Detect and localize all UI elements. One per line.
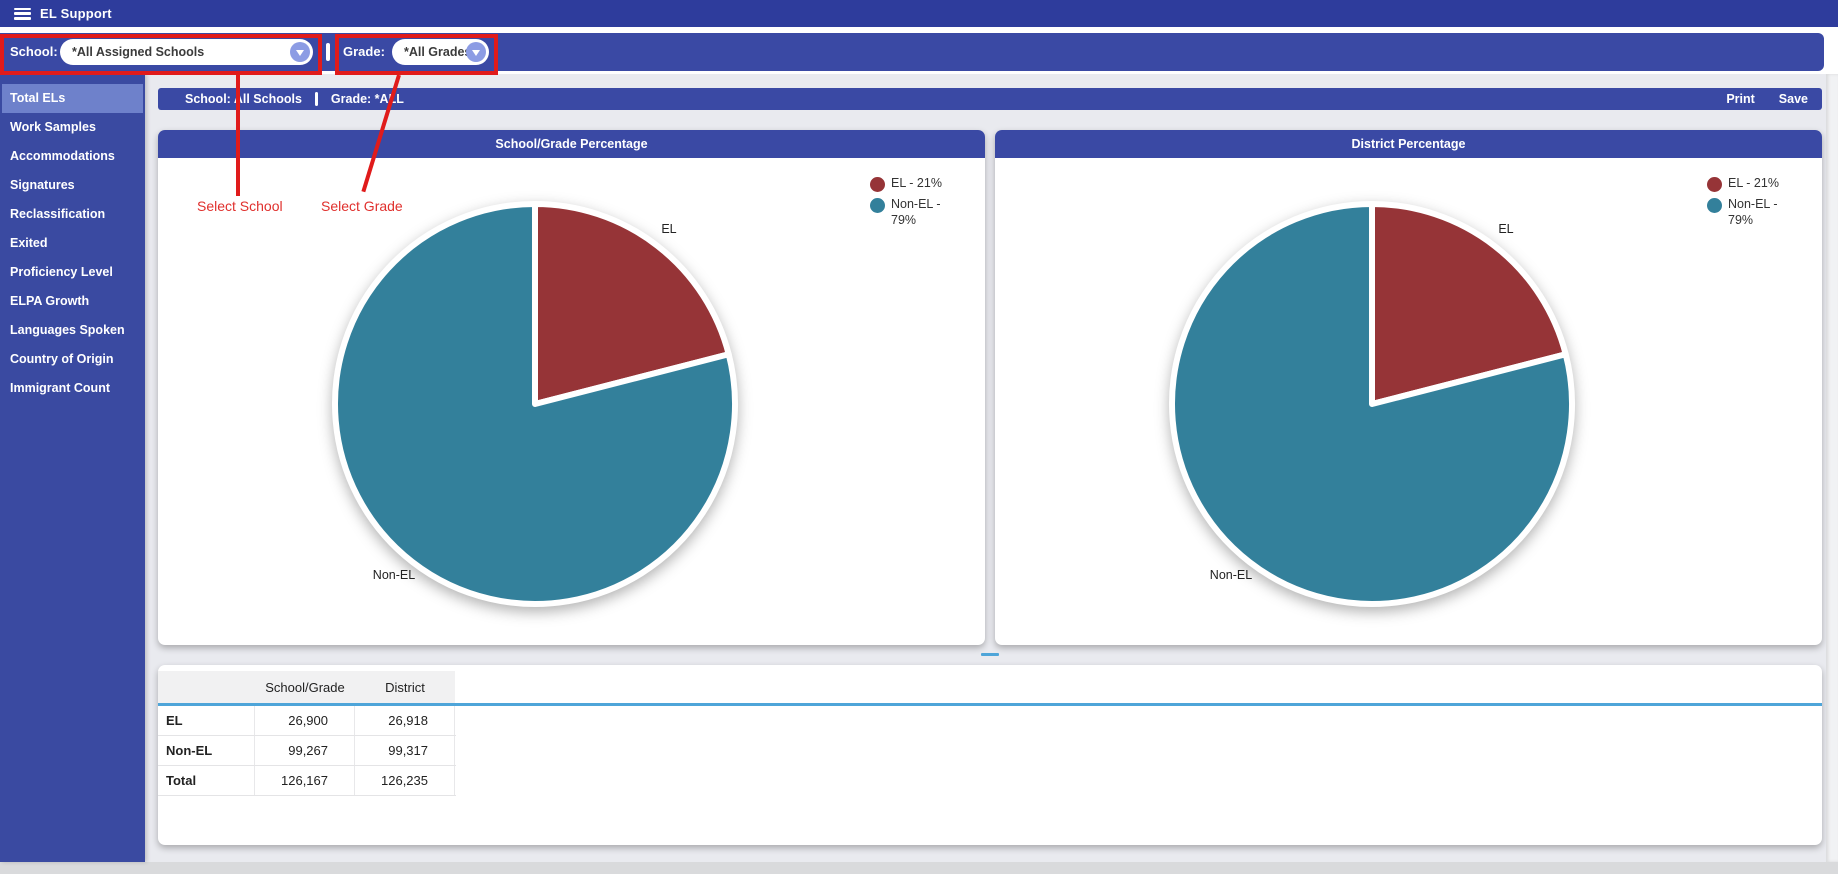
summary-table: School/Grade District EL 26,900 26,918 Non-E… xyxy=(158,671,1822,796)
chart-title: District Percentage xyxy=(995,130,1822,158)
school-dropdown[interactable]: *All Assigned Schools xyxy=(60,39,313,65)
row-value: 26,918 xyxy=(355,706,455,735)
sidebar-item-country-of-origin[interactable]: Country of Origin xyxy=(10,352,114,366)
pie-slice-el[interactable] xyxy=(532,201,732,407)
legend-item: EL - 21% xyxy=(870,176,974,192)
legend-swatch-el xyxy=(1707,177,1722,192)
table-header-cell: District xyxy=(355,671,455,703)
grade-filter-highlight-box xyxy=(335,34,498,75)
sidebar-item-languages-spoken[interactable]: Languages Spoken xyxy=(10,323,125,337)
pie-slice-el[interactable] xyxy=(1369,201,1569,407)
filter-bar: School: *All Assigned Schools Grade: *Al… xyxy=(0,33,1824,71)
header-divider xyxy=(314,92,318,106)
top-app-bar: EL Support xyxy=(0,0,1838,27)
sidebar-item-exited[interactable]: Exited xyxy=(10,236,48,250)
pie-slice-label-el: EL xyxy=(1498,222,1514,236)
bottom-scrollbar-track[interactable] xyxy=(0,862,1838,874)
pie-slice-non-el[interactable] xyxy=(1169,201,1575,607)
row-value: 99,317 xyxy=(355,736,455,765)
sidebar-item-elpa-growth[interactable]: ELPA Growth xyxy=(10,294,90,308)
table-row: Non-EL 99,267 99,317 xyxy=(158,736,456,766)
district-chart-panel: District Percentage EL Non-EL EL - 21% No… xyxy=(995,130,1822,645)
pie-slice-label-nonel: Non-EL xyxy=(372,568,416,582)
legend-swatch-non-el xyxy=(870,198,885,213)
grade-dropdown-value: *All Grades xyxy=(404,45,472,59)
legend-label: Non-EL - 79% xyxy=(1728,197,1778,227)
annotation-line-school xyxy=(236,75,240,196)
hamburger-menu-icon[interactable] xyxy=(14,7,31,20)
legend-label: Non-EL - 79% xyxy=(891,197,941,227)
table-header-rule xyxy=(158,703,1822,706)
school-filter-label: School: xyxy=(10,44,58,59)
school-filter-highlight-box xyxy=(0,34,322,75)
pie-slice-label-nonel: Non-EL xyxy=(1209,568,1253,582)
filter-divider xyxy=(326,43,330,61)
save-button[interactable]: Save xyxy=(1778,92,1808,106)
sidebar-item-immigrant-count[interactable]: Immigrant Count xyxy=(10,381,110,395)
legend-label: EL - 21% xyxy=(1728,176,1779,190)
sidebar-item-reclassification[interactable]: Reclassification xyxy=(10,207,106,221)
sidebar-item-total-els[interactable]: Total ELs xyxy=(2,84,143,113)
row-value: 126,235 xyxy=(355,766,455,795)
school-grade-chart-panel: School/Grade Percentage EL Non-EL EL - 2… xyxy=(158,130,985,645)
row-label: Non-EL xyxy=(158,736,255,765)
sidebar-item-work-samples[interactable]: Work Samples xyxy=(10,120,96,134)
school-dropdown-value: *All Assigned Schools xyxy=(72,45,205,59)
row-label: EL xyxy=(158,706,255,735)
table-row: EL 26,900 26,918 xyxy=(158,706,456,736)
grade-filter-label: Grade: xyxy=(343,44,385,59)
scrollbar-gutter[interactable] xyxy=(1826,74,1838,862)
pie-slice-label-el: EL xyxy=(661,222,677,236)
legend-swatch-el xyxy=(870,177,885,192)
legend-item: Non-EL - 79% xyxy=(1707,197,1811,228)
row-value: 26,900 xyxy=(255,706,355,735)
chart-legend: EL - 21% Non-EL - 79% xyxy=(1707,176,1811,228)
summary-table-head-row: School/Grade District xyxy=(158,671,1822,703)
table-header-cell xyxy=(158,671,255,703)
legend-item: Non-EL - 79% xyxy=(870,197,974,228)
legend-label: EL - 21% xyxy=(891,176,942,190)
chart-title: School/Grade Percentage xyxy=(158,130,985,158)
panel-resize-handle[interactable] xyxy=(981,653,999,656)
summary-table-panel: School/Grade District EL 26,900 26,918 Non-E… xyxy=(158,665,1822,845)
content-header-bar: School: All Schools Grade: *ALL Print Sa… xyxy=(158,88,1822,110)
row-label: Total xyxy=(158,766,255,795)
sidebar-item-signatures[interactable]: Signatures xyxy=(10,178,75,192)
annotation-select-grade: Select Grade xyxy=(321,198,403,214)
table-header-cell: School/Grade xyxy=(255,671,355,703)
print-button[interactable]: Print xyxy=(1726,92,1755,106)
annotation-select-school: Select School xyxy=(197,198,283,214)
legend-item: EL - 21% xyxy=(1707,176,1811,192)
row-value: 126,167 xyxy=(255,766,355,795)
pie-chart xyxy=(332,201,738,607)
sidebar-item-proficiency-level[interactable]: Proficiency Level xyxy=(10,265,113,279)
legend-swatch-non-el xyxy=(1707,198,1722,213)
summary-table-body: EL 26,900 26,918 Non-EL 99,267 99,317 Total 126… xyxy=(158,706,1822,796)
chevron-down-icon[interactable] xyxy=(466,42,486,62)
header-grade-value: Grade: *ALL xyxy=(330,92,404,106)
sidebar-nav: Total ELs Work Samples Accommodations Signa… xyxy=(0,74,145,862)
row-value: 99,267 xyxy=(255,736,355,765)
sidebar-item-accommodations[interactable]: Accommodations xyxy=(10,149,115,163)
chart-legend: EL - 21% Non-EL - 79% xyxy=(870,176,974,228)
table-row: Total 126,167 126,235 xyxy=(158,766,456,796)
pie-slice-non-el[interactable] xyxy=(332,201,738,607)
header-school-value: School: All Schools xyxy=(185,92,302,106)
app-title: EL Support xyxy=(40,6,112,21)
main-content: School: All Schools Grade: *ALL Print Sa… xyxy=(145,74,1826,862)
grade-dropdown[interactable]: *All Grades xyxy=(392,39,489,65)
chevron-down-icon[interactable] xyxy=(290,42,310,62)
pie-chart xyxy=(1169,201,1575,607)
